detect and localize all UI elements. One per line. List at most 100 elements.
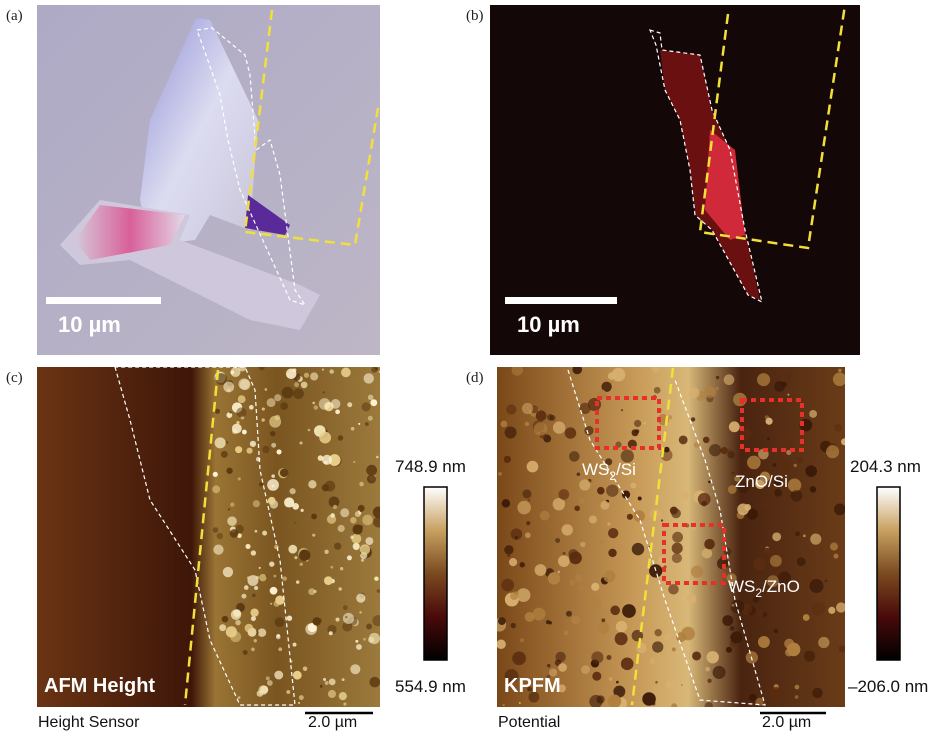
- texture: [268, 497, 276, 505]
- texture: [287, 371, 289, 373]
- texture: [519, 702, 521, 704]
- texture: [259, 482, 263, 486]
- texture: [340, 508, 349, 517]
- texture: [731, 604, 734, 607]
- texture: [574, 506, 580, 512]
- texture: [312, 402, 315, 405]
- texture: [572, 365, 582, 375]
- texture: [600, 501, 609, 510]
- texture: [505, 427, 517, 439]
- texture: [335, 409, 340, 414]
- texture: [597, 622, 609, 634]
- texture: [350, 517, 356, 523]
- texture: [578, 585, 585, 592]
- texture: [558, 555, 570, 567]
- texture: [704, 539, 715, 550]
- texture: [269, 561, 274, 566]
- texture: [671, 703, 677, 709]
- texture: [226, 412, 232, 418]
- texture: [563, 552, 566, 555]
- texture: [512, 364, 523, 375]
- texture: [343, 702, 346, 705]
- texture: [255, 530, 258, 533]
- texture: [343, 605, 348, 610]
- texture: [314, 405, 319, 410]
- texture: [310, 372, 318, 380]
- texture: [222, 616, 229, 623]
- texture: [333, 505, 337, 509]
- texture: [213, 527, 219, 533]
- texture: [525, 422, 529, 426]
- panel-label: (d): [466, 370, 484, 386]
- texture: [666, 680, 675, 689]
- scale-bar-label: 2.0 µm: [762, 714, 811, 731]
- texture: [361, 559, 364, 562]
- texture: [757, 610, 764, 617]
- texture: [525, 612, 535, 622]
- texture: [664, 634, 671, 641]
- panel-label: (a): [6, 8, 23, 24]
- texture: [286, 690, 290, 694]
- texture: [251, 616, 256, 621]
- texture: [273, 575, 276, 578]
- texture: [367, 475, 376, 484]
- texture: [591, 651, 603, 663]
- colorbar-max: 748.9 nm: [395, 457, 466, 476]
- texture: [607, 523, 610, 526]
- texture: [304, 373, 309, 378]
- texture: [584, 399, 587, 402]
- texture: [730, 626, 735, 631]
- texture: [828, 607, 835, 614]
- texture: [271, 443, 276, 448]
- texture: [347, 555, 352, 560]
- texture: [339, 587, 342, 590]
- texture: [652, 365, 660, 373]
- texture: [643, 422, 646, 425]
- texture: [512, 651, 526, 665]
- texture: [320, 685, 323, 688]
- texture: [515, 536, 518, 539]
- texture: [340, 567, 343, 570]
- texture: [262, 407, 265, 410]
- texture: [606, 655, 611, 660]
- texture: [526, 521, 530, 525]
- texture: [282, 576, 287, 581]
- texture: [293, 388, 304, 399]
- texture: [715, 387, 719, 391]
- texture: [522, 489, 531, 498]
- texture: [364, 373, 374, 383]
- texture: [785, 441, 794, 450]
- texture: [772, 532, 781, 541]
- texture: [360, 544, 370, 554]
- texture: [240, 379, 251, 390]
- texture: [266, 676, 270, 680]
- texture: [290, 488, 296, 494]
- texture: [373, 506, 385, 518]
- texture: [293, 643, 297, 647]
- texture: [280, 402, 288, 410]
- texture: [359, 482, 363, 486]
- texture: [301, 509, 304, 512]
- scale-bar: [46, 297, 161, 304]
- texture: [507, 554, 510, 557]
- texture: [522, 403, 533, 414]
- texture: [811, 602, 825, 616]
- texture: [691, 417, 695, 421]
- texture: [338, 435, 343, 440]
- texture: [215, 437, 226, 448]
- texture: [632, 543, 644, 555]
- texture: [812, 688, 822, 698]
- texture: [767, 437, 770, 440]
- region-text: WS: [582, 460, 609, 479]
- texture: [229, 411, 231, 413]
- texture: [328, 690, 336, 698]
- texture: [259, 567, 261, 569]
- texture: [322, 484, 329, 491]
- texture: [312, 617, 321, 626]
- texture: [581, 665, 590, 674]
- texture: [362, 402, 371, 411]
- scale-bar-label: 10 µm: [517, 312, 580, 337]
- texture: [256, 576, 259, 579]
- texture: [579, 479, 590, 490]
- texture: [228, 508, 230, 510]
